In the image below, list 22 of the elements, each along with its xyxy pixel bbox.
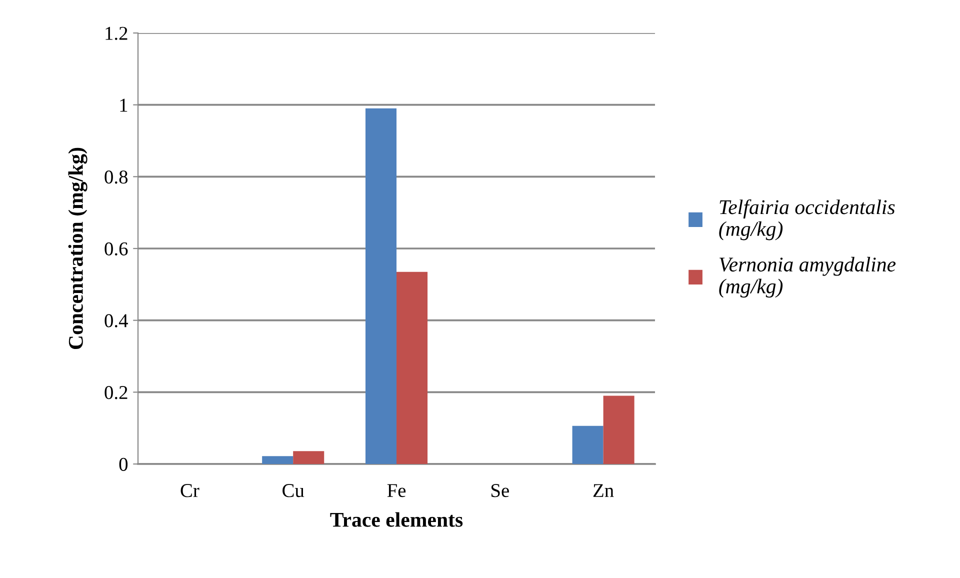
- x-tick-label: Se: [491, 484, 509, 498]
- bar: [293, 451, 324, 464]
- legend-label: Telfairia occidentalis (mg/kg): [719, 199, 895, 240]
- bar: [572, 426, 604, 464]
- x-tick-label: Fe: [387, 484, 406, 498]
- y-tick-label: 0.6: [104, 242, 128, 256]
- bar: [396, 272, 428, 464]
- y-tick-label: 0.2: [104, 386, 128, 400]
- y-tick-label: 1: [120, 98, 128, 112]
- y-axis-title: Concentration (mg/kg): [68, 148, 88, 350]
- legend-label: Vernonia amygdaline (mg/kg): [719, 256, 896, 298]
- x-tick-label: Cu: [282, 484, 304, 498]
- bar: [365, 108, 396, 464]
- y-tick-label: 0.8: [104, 170, 128, 184]
- y-tick-label: 0.4: [104, 314, 128, 328]
- x-tick-label: Zn: [593, 484, 614, 497]
- bar: [262, 456, 294, 464]
- y-tick-label: 0: [119, 458, 128, 471]
- y-tick-label: 1.2: [106, 26, 128, 40]
- x-tick-label: Cr: [180, 484, 200, 498]
- bar: [603, 396, 634, 464]
- x-axis-title: Trace elements: [330, 512, 463, 527]
